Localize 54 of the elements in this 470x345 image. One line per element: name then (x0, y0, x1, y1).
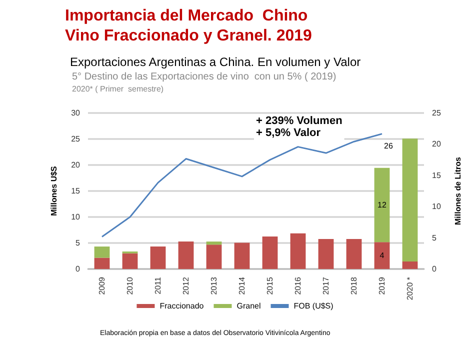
y2-tick-label: 5 (432, 233, 437, 242)
annotation: + 239% Volumen + 5,9% Valor (256, 115, 343, 139)
bar (402, 262, 418, 269)
legend-label: Fraccionado (160, 302, 204, 310)
text: 2020* ( Primer semestre) (72, 84, 164, 94)
bar (122, 253, 138, 269)
x-tick-label: 2015 (266, 276, 274, 295)
y2-tick-label: 0 (432, 264, 437, 274)
x-tick-label: 2016 (294, 276, 302, 295)
y-tick-label: 5 (76, 238, 81, 248)
bar (262, 236, 278, 269)
bar (402, 138, 418, 262)
data-label: 12 (378, 200, 387, 210)
x-tick-label: 2012 (182, 276, 190, 295)
y-tick-label: 25 (71, 134, 81, 144)
data-label: 26 (384, 141, 394, 150)
y-tick-label: 30 (71, 108, 81, 118)
y-tick-label: 0 (76, 264, 81, 274)
bar (94, 258, 110, 269)
y-tick-label: 15 (71, 186, 81, 196)
x-tick-label: 2018 (350, 276, 358, 295)
text: 5° Destino de las Exportaciones de vino con un 5% ( 2019) (72, 72, 336, 82)
chart-subtitle: Exportaciones Argentinas a China. En volumen y Valor (70, 55, 361, 69)
y2-tick-label: 10 (432, 202, 442, 212)
bar (290, 233, 306, 269)
bar (94, 246, 110, 258)
y-axis-title: Millones U$S (50, 165, 58, 216)
y-tick-label: 20 (71, 160, 81, 170)
x-tick-label: 2013 (210, 276, 218, 295)
y2-tick-label: 15 (432, 170, 442, 180)
x-tick-label: 2014 (238, 276, 246, 295)
bar (374, 242, 390, 269)
bar (206, 244, 222, 269)
y-tick-label: 10 (71, 212, 81, 222)
bar (178, 242, 194, 269)
bar (346, 239, 362, 269)
bar (206, 242, 222, 245)
x-tick-label: 2010 (126, 276, 134, 295)
y2-tick-label: 20 (432, 140, 442, 149)
bar (234, 242, 250, 269)
x-tick-label: 2017 (322, 276, 330, 295)
chart-title: Importancia del Mercado Chino Vino Fraccionado y Granel. 2019 (65, 8, 312, 44)
data-label: 4 (380, 251, 385, 260)
bar (318, 239, 334, 269)
legend-label: FOB (U$S) (294, 302, 334, 310)
bar (150, 246, 166, 269)
x-tick-label: 2020 * (406, 277, 414, 300)
x-tick-label: 2009 (98, 276, 106, 295)
y2-tick-label: 25 (432, 108, 442, 118)
x-tick-label: 2011 (154, 276, 162, 294)
x-tick-label: 2019 (378, 276, 386, 295)
y2-axis-title: Millones de Litros (454, 156, 462, 226)
legend-label: Granel (236, 302, 261, 310)
bar (374, 168, 390, 242)
